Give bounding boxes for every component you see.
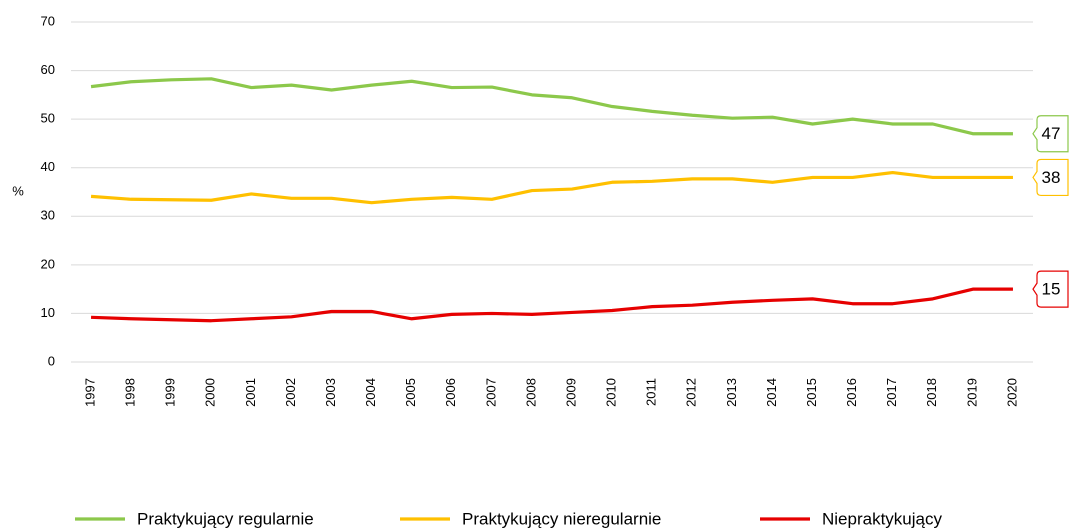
x-tick-label: 2007: [483, 378, 498, 407]
series-line: [90, 77, 1013, 136]
x-tick-label: 2010: [604, 378, 619, 407]
x-tick-label: 1997: [82, 378, 97, 407]
x-tick-label: 2020: [1004, 378, 1019, 407]
data-label: 15: [1042, 280, 1061, 299]
x-tick-label: 2000: [203, 378, 218, 407]
x-tick-label: 2013: [724, 378, 739, 407]
x-tick-label: 2008: [523, 378, 538, 407]
callout-box: [1032, 158, 1069, 197]
x-tick-label: 1999: [163, 378, 178, 407]
x-tick-label: 2004: [363, 378, 378, 407]
x-tick-label: 2017: [884, 378, 899, 407]
x-tick-label: 2014: [764, 378, 779, 407]
callout-box: [1032, 115, 1069, 153]
x-tick-label: 2001: [243, 378, 258, 407]
legend-label: Niepraktykujący: [822, 509, 942, 528]
x-tick-label: 2005: [403, 378, 418, 407]
series-line: [90, 170, 1013, 205]
y-tick-label: 30: [41, 208, 55, 223]
x-tick-label: 1998: [123, 378, 138, 407]
x-tick-label: 2015: [804, 378, 819, 407]
x-tick-label: 2002: [283, 378, 298, 407]
x-tick-label: 2019: [964, 378, 979, 407]
data-label: 38: [1042, 168, 1061, 187]
y-tick-label: 60: [41, 62, 55, 77]
y-tick-label: 50: [41, 111, 55, 126]
series-line: [90, 287, 1013, 323]
y-axis-label: %: [12, 183, 24, 198]
x-tick-label: 2011: [644, 378, 659, 406]
x-tick-label: 2016: [844, 378, 859, 407]
data-label: 47: [1042, 124, 1061, 143]
legend-label: Praktykujący nieregularnie: [462, 509, 661, 528]
y-tick-label: 40: [41, 159, 55, 174]
x-tick-label: 2006: [443, 378, 458, 407]
x-tick-label: 2009: [563, 378, 578, 407]
x-tick-label: 2003: [323, 378, 338, 407]
callout-box: [1032, 270, 1069, 308]
x-tick-label: 2012: [684, 378, 699, 407]
legend-label: Praktykujący regularnie: [137, 509, 314, 528]
y-tick-label: 20: [41, 256, 55, 271]
x-tick-label: 2018: [924, 378, 939, 407]
y-tick-label: 0: [48, 353, 55, 368]
y-tick-label: 10: [41, 305, 55, 320]
y-tick-label: 70: [41, 13, 55, 28]
